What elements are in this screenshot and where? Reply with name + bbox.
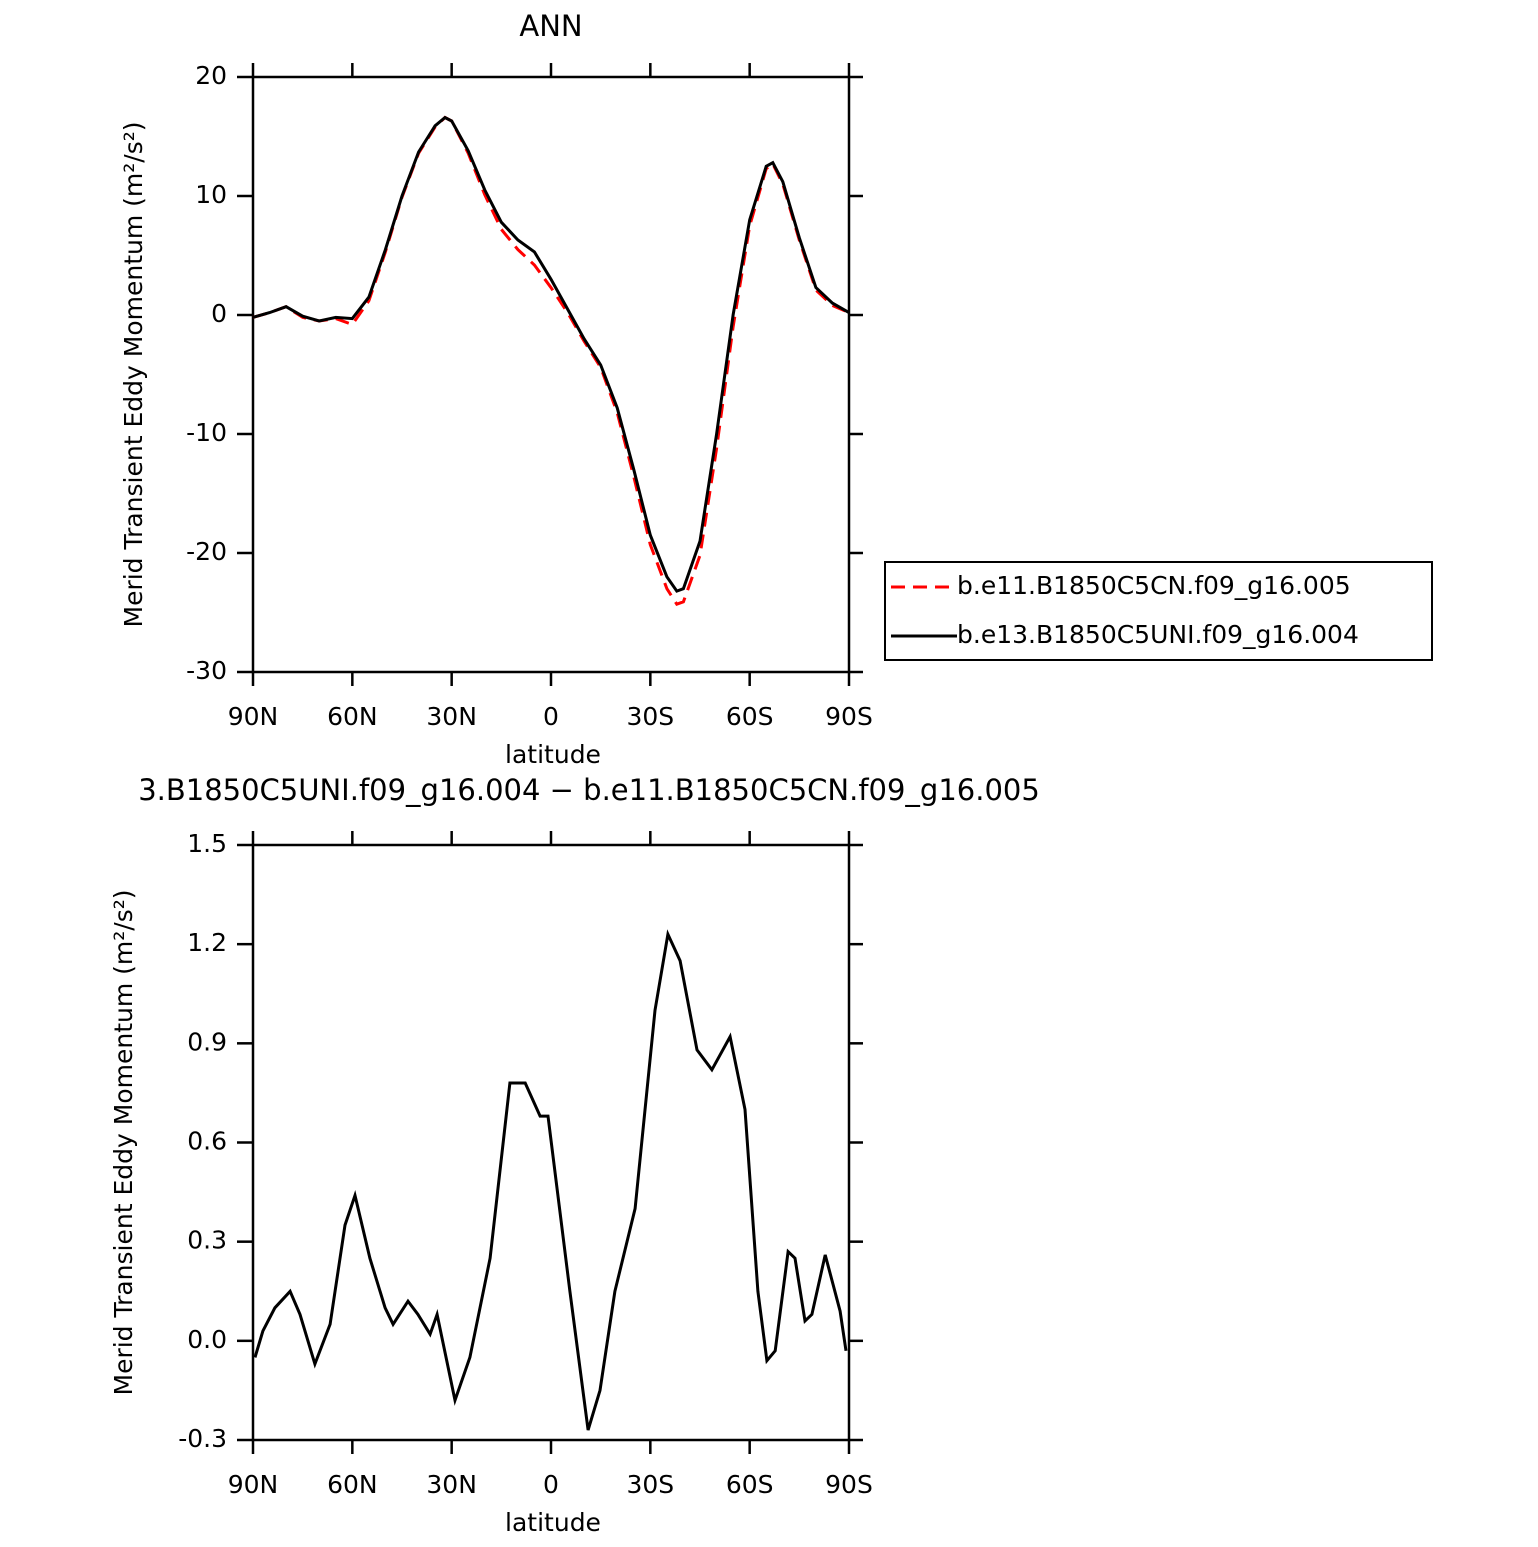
y-tick-label: 1.2 xyxy=(187,928,227,957)
x-tick-label: 90S xyxy=(825,1470,873,1499)
x-tick-label: 60S xyxy=(726,702,774,731)
x-tick-label: 30S xyxy=(626,1470,674,1499)
x-tick-label: 0 xyxy=(543,702,559,731)
series-line xyxy=(253,929,848,1431)
y-tick-label: -10 xyxy=(186,418,227,447)
legend-label: b.e11.B1850C5CN.f09_g16.005 xyxy=(957,571,1351,600)
y-tick-label: 0.6 xyxy=(187,1127,227,1156)
legend-box xyxy=(884,561,1433,661)
y-tick-label: 0.9 xyxy=(187,1027,227,1056)
x-tick-label: 0 xyxy=(543,1470,559,1499)
plot-frame xyxy=(251,75,851,674)
x-tick-label: 60S xyxy=(726,1470,774,1499)
y-tick-label: -30 xyxy=(186,656,227,685)
y-tick-label: 1.5 xyxy=(187,829,227,858)
x-tick-label: 30N xyxy=(426,1470,477,1499)
x-axis-label: latitude xyxy=(505,1508,601,1537)
x-tick-label: 90N xyxy=(228,702,279,731)
y-tick-label: 20 xyxy=(195,61,227,90)
y-tick-label: 0 xyxy=(211,299,227,328)
y-tick-label: 0.3 xyxy=(187,1226,227,1255)
x-tick-label: 90S xyxy=(825,702,873,731)
x-tick-label: 30N xyxy=(426,702,477,731)
chart-title: 3.B1850C5UNI.f09_g16.004 − b.e11.B1850C5… xyxy=(138,773,1040,807)
x-tick-label: 60N xyxy=(327,1470,378,1499)
x-tick-label: 60N xyxy=(327,702,378,731)
y-tick-label: -0.3 xyxy=(178,1424,227,1453)
x-tick-label: 30S xyxy=(626,702,674,731)
y-tick-label: 10 xyxy=(195,180,227,209)
y-axis-label: Merid Transient Eddy Momentum (m²/s²) xyxy=(119,122,148,628)
chart-title: ANN xyxy=(519,9,582,43)
x-tick-label: 90N xyxy=(228,1470,279,1499)
y-tick-label: -20 xyxy=(186,537,227,566)
y-axis-label: Merid Transient Eddy Momentum (m²/s²) xyxy=(109,890,138,1396)
series-line xyxy=(252,115,850,593)
x-axis-label: latitude xyxy=(505,740,601,769)
y-tick-label: 0.0 xyxy=(187,1325,227,1354)
legend-label: b.e13.B1850C5UNI.f09_g16.004 xyxy=(957,620,1359,649)
